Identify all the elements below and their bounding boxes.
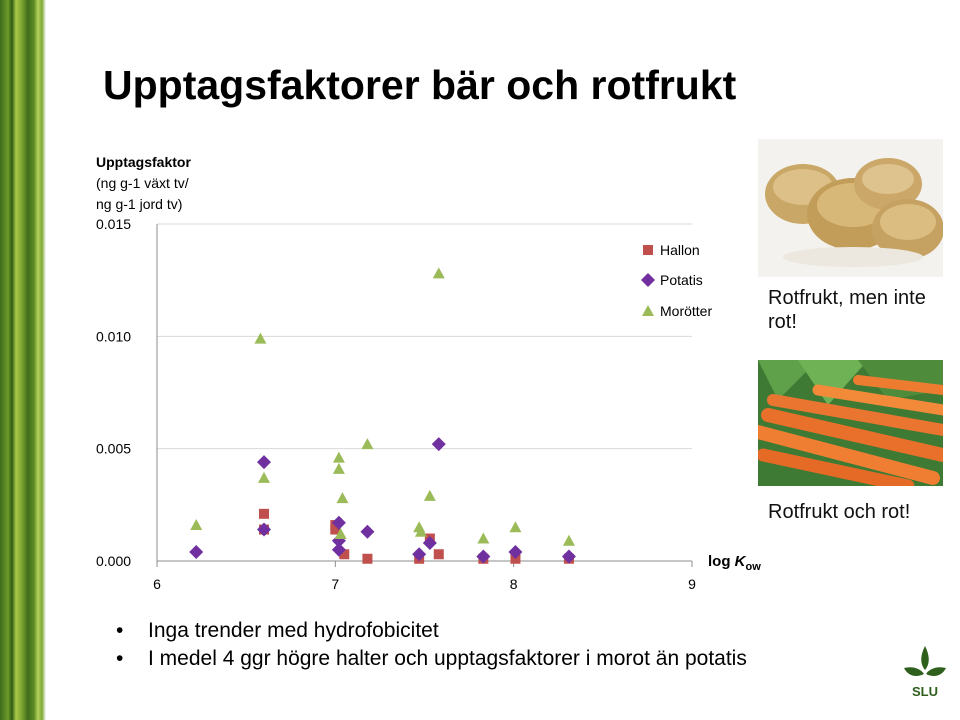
point-potatis — [431, 437, 446, 452]
point-potatis — [331, 515, 346, 530]
point-morotter — [190, 519, 203, 531]
slu-logo-text: SLU — [912, 684, 938, 699]
decorative-left-bar — [0, 0, 46, 720]
point-potatis — [331, 542, 346, 557]
carrot-photo — [758, 360, 943, 486]
bullet-item: • Inga trender med hydrofobicitet — [116, 617, 747, 645]
point-hallon — [362, 553, 373, 564]
slu-logo: SLU — [904, 646, 946, 699]
point-morotter — [336, 492, 349, 504]
bullet-dot-icon: • — [116, 647, 124, 670]
bullet-text: I medel 4 ggr högre halter och upptagsfa… — [148, 647, 747, 670]
point-morotter — [332, 462, 345, 474]
caption-carrot: Rotfrukt och rot! — [768, 501, 911, 523]
y-axis-label: Upptagsfaktor (ng g-1 växt tv/ ng g-1 jo… — [96, 152, 191, 215]
point-morotter — [432, 267, 445, 279]
point-potatis — [476, 549, 491, 564]
point-hallon — [330, 524, 341, 535]
x-tick-label: 6 — [153, 576, 161, 592]
point-potatis — [561, 549, 576, 564]
point-hallon — [339, 549, 350, 560]
point-hallon — [259, 508, 269, 519]
point-potatis — [412, 547, 427, 562]
legend-marker — [641, 273, 655, 287]
y-tick-label: 0.005 — [96, 441, 131, 457]
point-potatis — [257, 522, 271, 537]
legend-marker — [642, 305, 654, 316]
point-morotter — [361, 438, 374, 450]
point-morotter — [334, 528, 347, 540]
point-morotter — [254, 332, 267, 344]
y-tick-label: 0.010 — [96, 328, 131, 344]
point-morotter — [477, 532, 490, 544]
x-axis-label: log Kow — [708, 553, 761, 573]
point-morotter — [562, 534, 575, 546]
bullet-dot-icon: • — [116, 619, 124, 642]
point-morotter — [423, 489, 436, 501]
point-potatis — [422, 536, 437, 551]
legend-label: Hallon — [660, 242, 700, 258]
x-tick-label: 8 — [510, 576, 518, 592]
legend-label: Potatis — [660, 272, 703, 288]
caption-potato: Rotfrukt, men inte rot! — [768, 287, 926, 333]
point-potatis — [360, 524, 375, 539]
y-axis-label-line-2: (ng g-1 växt tv/ — [96, 175, 189, 191]
slide-title: Upptagsfaktorer bär och rotfrukt — [103, 62, 737, 108]
legend-marker — [643, 245, 653, 255]
point-morotter — [509, 521, 522, 533]
y-axis-label-line-3: ng g-1 jord tv) — [96, 196, 183, 212]
point-morotter — [414, 525, 427, 537]
legend-label: Morötter — [660, 303, 712, 319]
potato-photo — [758, 139, 943, 277]
point-potatis — [257, 455, 271, 470]
bullet-list: • Inga trender med hydrofobicitet • I mede… — [116, 617, 747, 673]
bullet-text: Inga trender med hydrofobicitet — [148, 619, 439, 642]
point-potatis — [508, 545, 523, 560]
x-tick-label: 7 — [331, 576, 339, 592]
y-tick-label: 0.000 — [96, 553, 131, 569]
point-morotter — [258, 471, 270, 483]
y-tick-label: 0.015 — [96, 216, 131, 232]
point-morotter — [332, 451, 345, 463]
point-hallon — [433, 549, 444, 560]
point-potatis — [189, 545, 204, 560]
bullet-item: • I medel 4 ggr högre halter och upptagsf… — [116, 645, 747, 673]
x-tick-label: 9 — [688, 576, 696, 592]
y-axis-label-line-1: Upptagsfaktor — [96, 154, 191, 170]
